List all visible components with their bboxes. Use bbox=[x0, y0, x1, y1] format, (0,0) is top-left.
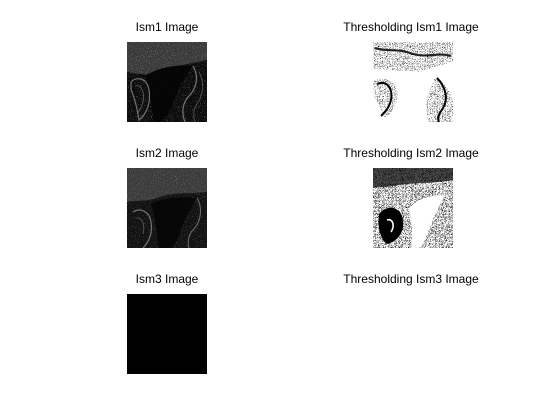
panel-title-thr2: Thresholding Ism2 Image bbox=[343, 146, 479, 160]
panel-title-thr1: Thresholding Ism1 Image bbox=[343, 20, 479, 34]
thresholding-ism2-image bbox=[373, 168, 453, 248]
thr1-image-canvas bbox=[373, 42, 453, 122]
ism1-image-canvas bbox=[127, 42, 207, 122]
thresholding-ism3-image bbox=[373, 294, 453, 374]
ism2-image bbox=[127, 168, 207, 248]
ism1-image bbox=[127, 42, 207, 122]
panel-title-ism2: Ism2 Image bbox=[135, 146, 199, 160]
panel-title-thr3: Thresholding Ism3 Image bbox=[343, 272, 479, 286]
panel-title-ism1: Ism1 Image bbox=[135, 20, 199, 34]
ism2-image-canvas bbox=[127, 168, 207, 248]
panel-title-ism3: Ism3 Image bbox=[135, 272, 199, 286]
thr2-image-canvas bbox=[373, 168, 453, 248]
ism3-image bbox=[127, 294, 207, 374]
thresholding-ism1-image bbox=[373, 42, 453, 122]
